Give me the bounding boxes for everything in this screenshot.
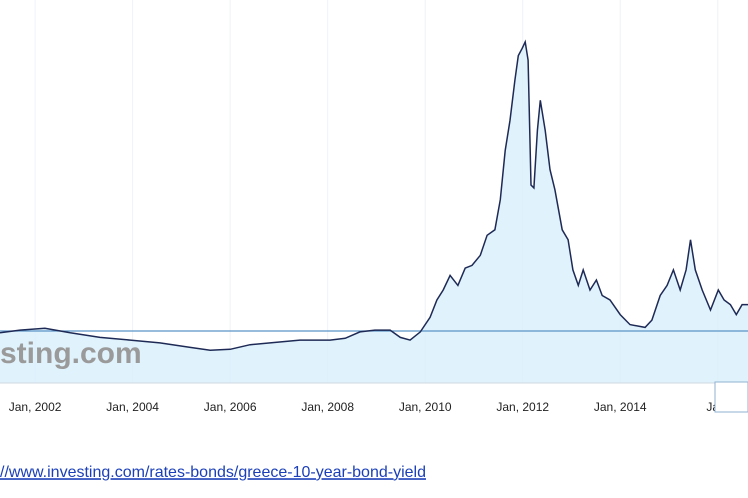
range-box xyxy=(714,381,748,413)
x-tick-label: Jan, 2006 xyxy=(204,400,257,414)
x-tick-label: Jan, 2012 xyxy=(496,400,549,414)
x-tick-label: Jan, 2014 xyxy=(594,400,647,414)
x-tick-label: Jan, 2002 xyxy=(9,400,62,414)
area xyxy=(0,41,748,384)
watermark: sting.com xyxy=(0,337,142,370)
source-link[interactable]: //www.investing.com/rates-bonds/greece-1… xyxy=(0,464,426,481)
line xyxy=(0,39,748,351)
x-tick-label: Jan, 2010 xyxy=(399,400,452,414)
x-tick-label: Jan, 2004 xyxy=(106,400,159,414)
x-tick-label: Jan, 2008 xyxy=(301,400,354,414)
